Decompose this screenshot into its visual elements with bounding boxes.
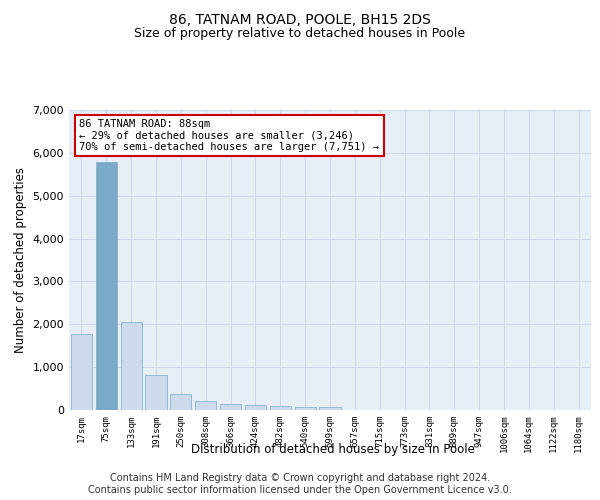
Bar (96, 162, 117, 410)
Text: Contains HM Land Registry data © Crown copyright and database right 2024.
Contai: Contains HM Land Registry data © Crown c… (88, 474, 512, 495)
Bar (145, 375, 167, 410)
Bar (295, 406, 316, 410)
Bar (170, 394, 191, 410)
Y-axis label: Number of detached properties: Number of detached properties (14, 167, 27, 353)
Bar (270, 406, 291, 410)
Bar (195, 401, 216, 410)
Bar (71, 334, 92, 410)
Bar (319, 407, 341, 410)
Bar (121, 322, 142, 410)
Text: Distribution of detached houses by size in Poole: Distribution of detached houses by size … (191, 442, 475, 456)
Text: 86, TATNAM ROAD, POOLE, BH15 2DS: 86, TATNAM ROAD, POOLE, BH15 2DS (169, 12, 431, 26)
Bar (220, 404, 241, 410)
Bar (245, 406, 266, 410)
Text: Size of property relative to detached houses in Poole: Size of property relative to detached ho… (134, 28, 466, 40)
Text: 86 TATNAM ROAD: 88sqm
← 29% of detached houses are smaller (3,246)
70% of semi-d: 86 TATNAM ROAD: 88sqm ← 29% of detached … (79, 119, 379, 152)
